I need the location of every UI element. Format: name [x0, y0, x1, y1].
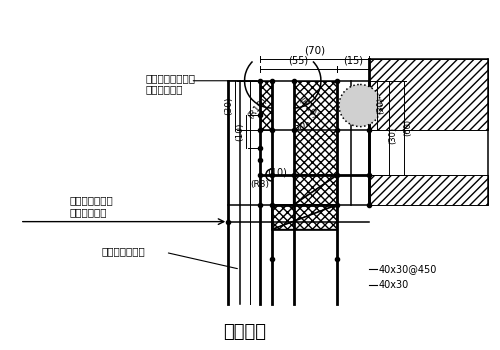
Text: 40x30: 40x30 — [379, 280, 409, 290]
Polygon shape — [294, 175, 338, 205]
Polygon shape — [369, 175, 488, 205]
Text: ボーダー兼手すり: ボーダー兼手すり — [146, 73, 196, 83]
Text: (55): (55) — [288, 56, 308, 66]
Polygon shape — [294, 175, 338, 205]
Text: (10): (10) — [267, 167, 286, 177]
Text: (R3): (R3) — [250, 180, 270, 189]
Text: (60): (60) — [403, 119, 412, 136]
Text: (R10): (R10) — [296, 96, 319, 121]
Text: 30°: 30° — [293, 122, 310, 132]
Polygon shape — [272, 205, 338, 230]
Polygon shape — [294, 81, 338, 175]
Text: 端部平面: 端部平面 — [224, 323, 266, 341]
Polygon shape — [260, 81, 272, 130]
Text: (30): (30) — [376, 97, 386, 114]
Text: (70): (70) — [304, 46, 325, 56]
Text: 40x30@450: 40x30@450 — [379, 264, 438, 274]
Text: (10): (10) — [236, 122, 244, 141]
Text: (30): (30) — [388, 127, 398, 145]
Text: 廊下に使用する: 廊下に使用する — [70, 195, 113, 205]
Text: 場合の有効幅: 場合の有効幅 — [70, 207, 107, 217]
Text: (30): (30) — [224, 96, 234, 115]
Text: ：堅木集成材: ：堅木集成材 — [146, 84, 184, 94]
Text: 天然木練付合板: 天然木練付合板 — [101, 246, 145, 257]
Text: (15): (15) — [343, 56, 363, 66]
Circle shape — [339, 84, 381, 127]
Polygon shape — [272, 205, 338, 230]
Text: (R10): (R10) — [246, 96, 270, 121]
Polygon shape — [369, 59, 488, 130]
